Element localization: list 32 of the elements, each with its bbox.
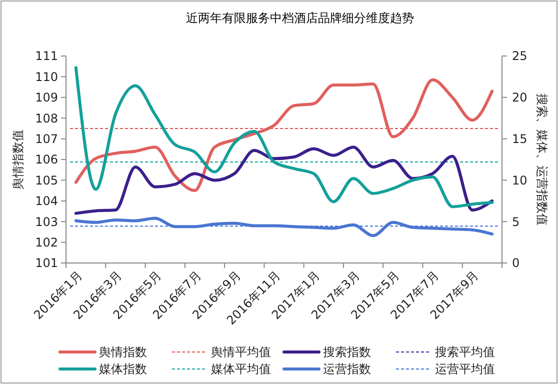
y2-tick-label: 25 — [512, 49, 528, 64]
y2-tick-label: 5 — [512, 214, 520, 229]
y2-tick-label: 15 — [512, 132, 528, 146]
y-tick-label: 106 — [35, 152, 58, 167]
y-tick-label: 105 — [35, 173, 58, 188]
y2-axis-title: 搜索、媒体、运营指数值 — [535, 94, 549, 226]
text: 搜索平均值 — [435, 345, 495, 360]
legend-label: 舆情平均值 — [211, 345, 271, 360]
legend-label: 运营指数 — [323, 362, 371, 376]
legend-label: 舆情指数 — [99, 345, 147, 360]
y-tick-label: 111 — [35, 49, 58, 64]
legend-label: 运营平均值 — [435, 362, 495, 376]
y-tick-label: 104 — [35, 194, 58, 208]
y2-tick-label: 20 — [512, 90, 528, 105]
line-series — [74, 146, 494, 215]
chart-title: 近两年有限服务中档酒店品牌细分维度趋势 — [186, 11, 414, 25]
y-tick-label: 108 — [35, 111, 58, 126]
legend-label: 媒体平均值 — [211, 362, 271, 376]
y-tick-label: 107 — [35, 132, 58, 146]
y2-tick-label: 10 — [512, 173, 528, 188]
legend-label: 搜索指数 — [323, 345, 371, 360]
line-series — [74, 216, 494, 238]
y2-tick-label: 0 — [512, 256, 520, 270]
y-tick-label: 103 — [35, 214, 58, 229]
y-tick-label: 102 — [35, 236, 58, 250]
legend-label: 媒体指数 — [99, 362, 147, 376]
line-series — [74, 78, 494, 192]
y-tick-label: 109 — [35, 90, 58, 105]
y-tick-label: 101 — [35, 256, 58, 270]
y-axis-title: 舆情指数值 — [11, 130, 25, 190]
line-series — [74, 66, 494, 208]
y-tick-label: 110 — [35, 70, 58, 84]
